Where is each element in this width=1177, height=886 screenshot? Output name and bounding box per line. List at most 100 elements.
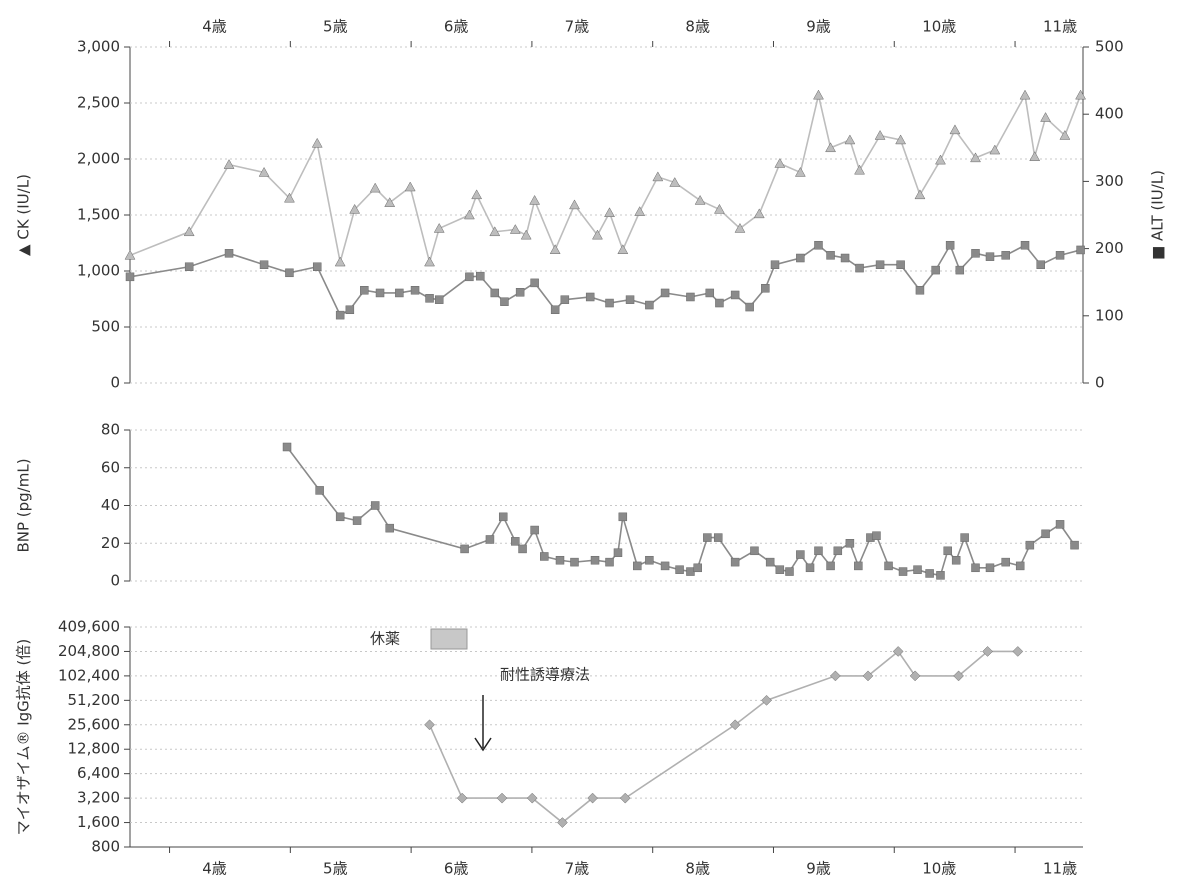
marker: [826, 251, 835, 260]
marker: [223, 159, 235, 169]
marker: [945, 240, 955, 250]
marker: [549, 244, 561, 254]
marker: [660, 288, 670, 298]
marker: [813, 89, 824, 100]
marker: [931, 265, 940, 275]
marker: [845, 539, 855, 548]
marker: [124, 249, 136, 260]
marker: [1040, 112, 1051, 122]
marker: [796, 550, 805, 559]
marker: [258, 166, 270, 177]
y2-tick-label: 0: [1095, 374, 1105, 392]
marker: [1001, 557, 1010, 567]
marker: [915, 286, 925, 295]
annotation: 耐性誘導療法: [500, 666, 590, 684]
marker: [909, 670, 921, 682]
y-tick-label: 800: [91, 838, 120, 856]
y-axis-title: マイオザイム® IgG抗体 (倍): [15, 639, 33, 836]
marker: [1059, 129, 1071, 140]
marker: [686, 292, 695, 302]
marker: [830, 670, 841, 682]
marker: [605, 298, 614, 308]
y-tick-label: 60: [101, 458, 120, 476]
x-tick-label: 10歳: [922, 18, 956, 36]
marker: [796, 253, 805, 263]
marker: [750, 546, 759, 556]
marker: [872, 531, 881, 540]
marker: [833, 546, 843, 556]
marker: [675, 565, 684, 574]
marker: [587, 792, 598, 804]
marker: [951, 555, 961, 565]
y-tick-label: 0: [110, 374, 120, 392]
marker: [592, 229, 603, 240]
marker: [471, 189, 483, 200]
series-line: [129, 92, 1082, 266]
marker: [345, 305, 355, 315]
marker: [1001, 251, 1010, 260]
y-tick-label: 3,000: [77, 38, 120, 56]
marker: [282, 442, 292, 452]
marker: [989, 144, 1001, 155]
marker: [434, 295, 444, 304]
marker: [874, 129, 886, 140]
marker: [526, 792, 538, 804]
marker: [465, 272, 474, 282]
marker: [315, 486, 324, 495]
marker: [569, 199, 580, 210]
marker: [1076, 245, 1085, 255]
marker: [854, 561, 863, 571]
y-tick-label: 204,800: [58, 642, 120, 660]
marker: [520, 229, 532, 240]
marker: [515, 288, 525, 297]
marker: [312, 262, 322, 271]
y-tick-label: 1,500: [77, 206, 120, 224]
marker: [424, 719, 435, 731]
marker: [761, 283, 770, 293]
marker: [715, 298, 724, 308]
marker: [898, 567, 908, 576]
marker: [456, 792, 468, 804]
marker: [633, 561, 642, 571]
y2-tick-label: 500: [1095, 38, 1124, 56]
marker: [369, 182, 381, 193]
marker: [714, 203, 725, 214]
x-tick-label: 4歳: [202, 18, 227, 36]
marker: [500, 297, 509, 306]
x-tick-label: 11歳: [1043, 860, 1077, 878]
marker: [590, 555, 600, 565]
marker: [184, 262, 194, 271]
marker: [884, 561, 893, 571]
marker: [814, 240, 823, 250]
marker: [1055, 520, 1065, 529]
y-tick-label: 2,000: [77, 150, 120, 168]
marker: [1025, 540, 1035, 550]
annotation-box: [430, 628, 468, 650]
marker: [936, 571, 945, 580]
marker: [765, 557, 775, 567]
marker: [729, 719, 741, 731]
marker: [463, 209, 475, 220]
x-tick-label: 9歳: [806, 18, 831, 36]
marker: [875, 260, 885, 269]
marker: [634, 206, 646, 216]
marker: [490, 288, 500, 298]
marker: [855, 263, 864, 273]
marker: [734, 222, 746, 233]
marker: [645, 555, 654, 565]
marker: [550, 305, 560, 315]
marker: [540, 552, 549, 561]
marker: [259, 260, 269, 269]
marker: [935, 154, 946, 165]
marker: [854, 164, 865, 175]
annotation: 休薬: [370, 630, 400, 648]
marker: [652, 171, 664, 182]
marker: [1015, 561, 1025, 571]
x-tick-label: 8歳: [685, 18, 710, 36]
x-tick-label: 9歳: [806, 860, 831, 878]
x-tick-label: 7歳: [565, 18, 590, 36]
marker: [605, 557, 614, 567]
x-tick-label: 5歳: [323, 860, 348, 878]
marker: [745, 302, 754, 312]
